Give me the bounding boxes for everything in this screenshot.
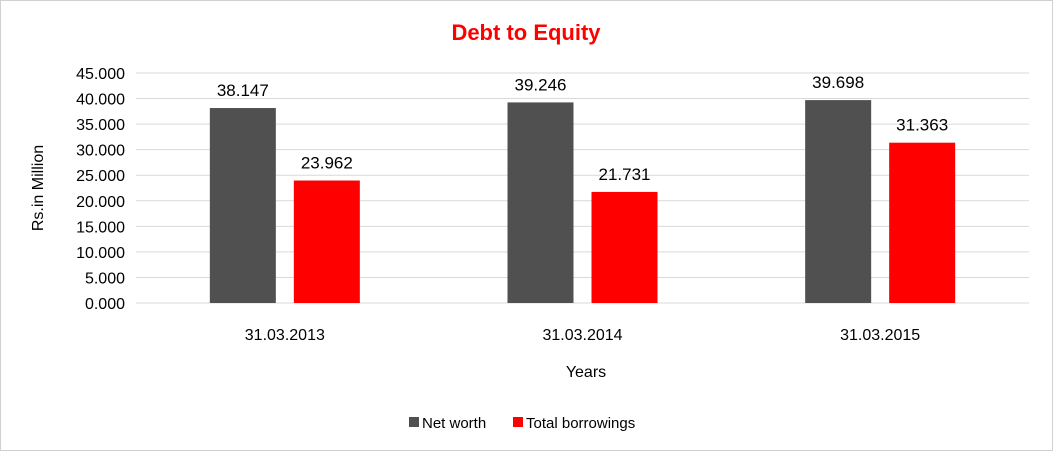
data-labels: 38.147 23.962 39.246 21.731 39.698 31.363 — [217, 73, 948, 184]
y-tick-label: 40.000 — [76, 92, 125, 109]
data-label: 23.962 — [301, 154, 353, 173]
y-tick-label: 15.000 — [76, 219, 125, 236]
bar-net-worth — [209, 108, 276, 303]
bar-net-worth — [805, 100, 872, 303]
x-axis-ticks: 31.03.2013 31.03.2014 31.03.2015 — [245, 327, 921, 344]
chart-title: Debt to Equity — [451, 20, 601, 45]
bar-total-borrowings — [293, 180, 360, 303]
bar-net-worth — [507, 102, 574, 303]
data-label: 39.246 — [515, 75, 567, 94]
data-label: 39.698 — [812, 73, 864, 92]
x-tick-label: 31.03.2013 — [245, 327, 325, 344]
data-label: 21.731 — [599, 165, 651, 184]
y-tick-label: 25.000 — [76, 168, 125, 185]
y-tick-label: 45.000 — [76, 66, 125, 83]
y-axis-title: Rs.in Million — [30, 145, 47, 231]
legend-label: Total borrowings — [526, 415, 635, 432]
y-tick-label: 20.000 — [76, 194, 125, 211]
bars — [209, 100, 956, 303]
bar-total-borrowings — [889, 142, 956, 303]
data-label: 38.147 — [217, 81, 269, 100]
x-axis-title: Years — [566, 364, 606, 381]
data-label: 31.363 — [896, 116, 948, 135]
y-tick-label: 10.000 — [76, 245, 125, 262]
legend-swatch — [513, 417, 523, 427]
y-tick-label: 30.000 — [76, 143, 125, 160]
y-tick-label: 5.000 — [85, 270, 125, 287]
x-tick-label: 31.03.2015 — [840, 327, 920, 344]
bar-total-borrowings — [591, 191, 658, 303]
legend: Net worth Total borrowings — [409, 415, 635, 432]
y-tick-label: 0.000 — [85, 296, 125, 313]
x-tick-label: 31.03.2014 — [542, 327, 622, 344]
legend-label: Net worth — [422, 415, 486, 432]
gridlines — [136, 72, 1029, 304]
y-axis-ticks: 0.000 5.000 10.000 15.000 20.000 25.000 30.000… — [76, 66, 125, 313]
y-tick-label: 35.000 — [76, 117, 125, 134]
legend-swatch — [409, 417, 419, 427]
